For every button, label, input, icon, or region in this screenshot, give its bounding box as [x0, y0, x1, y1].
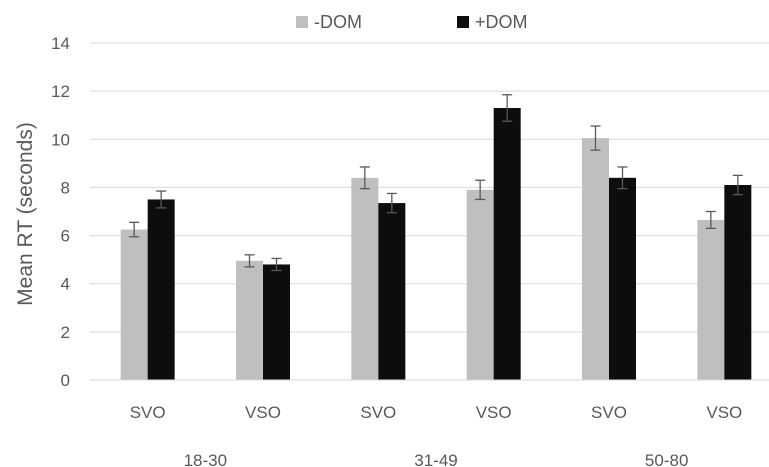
bars: [120, 107, 752, 380]
gridlines: [90, 42, 769, 333]
y-tick-label: 12: [51, 82, 70, 101]
bar: [236, 260, 263, 380]
x-category-label: VSO: [706, 403, 742, 422]
y-tick-label: 4: [61, 275, 70, 294]
legend-label: +DOM: [475, 12, 528, 32]
y-tick-label: 2: [61, 323, 70, 342]
x-group-label: 50-80: [645, 451, 688, 467]
bar: [697, 219, 725, 380]
x-axis-group-labels: 18-30 31-49 50-80: [184, 451, 689, 467]
x-category-label: SVO: [130, 403, 166, 422]
x-category-label: SVO: [591, 403, 627, 422]
bar: [120, 229, 148, 380]
x-group-label: 18-30: [184, 451, 227, 467]
y-axis-ticks: 0 2 4 6 8 10 12 14: [51, 34, 70, 390]
bar: [582, 138, 609, 380]
legend-swatch: [296, 16, 308, 28]
y-tick-label: 0: [61, 371, 70, 390]
error-bars: [129, 94, 743, 272]
bar: [609, 177, 636, 380]
bar: [351, 177, 379, 380]
bar: [466, 189, 494, 380]
x-category-label: SVO: [360, 403, 396, 422]
bar: [493, 107, 521, 380]
legend-swatch: [457, 16, 469, 28]
x-category-label: VSO: [245, 403, 281, 422]
x-group-label: 31-49: [414, 451, 457, 467]
y-axis-title: Mean RT (seconds): [14, 122, 37, 306]
bar: [147, 199, 175, 380]
bar: [263, 264, 290, 380]
x-category-label: VSO: [476, 403, 512, 422]
y-tick-label: 14: [51, 34, 70, 53]
y-tick-label: 10: [51, 130, 70, 149]
x-axis-category-labels: SVO VSO SVO VSO SVO VSO: [130, 403, 743, 422]
legend-label: -DOM: [314, 12, 362, 32]
y-tick-label: 6: [61, 227, 70, 246]
bar: [724, 185, 752, 380]
y-tick-label: 8: [61, 178, 70, 197]
legend: -DOM +DOM: [296, 12, 528, 32]
bar: [378, 203, 406, 380]
